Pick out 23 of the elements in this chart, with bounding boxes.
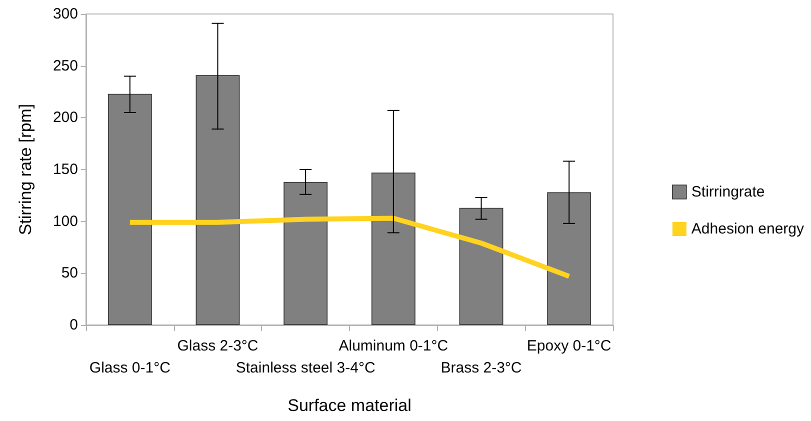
bar	[547, 192, 592, 325]
y-tick-label: 50	[61, 264, 78, 282]
x-tick-label: Stainless steel 3-4°C	[236, 360, 376, 376]
x-tick-label: Epoxy 0-1°C	[526, 338, 612, 354]
legend-label: Stirringrate	[691, 184, 765, 200]
y-tick-label: 200	[52, 109, 78, 126]
y-tick-label: 250	[52, 57, 78, 74]
x-tick-label: Aluminum 0-1°C	[338, 338, 448, 354]
x-tick-label: Brass 2-3°C	[440, 360, 522, 376]
y-axis-title: Stirring rate [rpm]	[16, 104, 35, 236]
bar	[459, 208, 504, 325]
x-tick-label: Glass 2-3°C	[177, 338, 258, 354]
y-tick-label: 0	[70, 316, 78, 334]
y-tick-label: 100	[52, 212, 78, 230]
bar	[108, 94, 152, 325]
x-tick-label: Glass 0-1°C	[89, 360, 171, 376]
bar	[371, 172, 416, 325]
bar	[284, 182, 328, 325]
x-axis-title: Surface material	[288, 396, 412, 415]
legend-label: Adhesion energy	[691, 220, 804, 238]
bar	[196, 75, 240, 325]
y-tick-label: 150	[52, 161, 78, 178]
y-tick-label: 300	[52, 6, 78, 22]
